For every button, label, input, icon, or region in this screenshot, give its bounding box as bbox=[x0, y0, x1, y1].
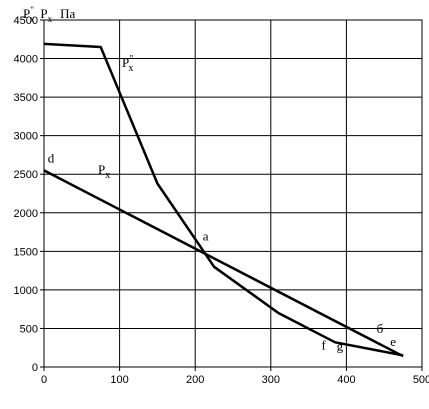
y-tick-label: 1000 bbox=[14, 285, 38, 297]
series-label-p-x: Px bbox=[98, 162, 110, 181]
series-line-1 bbox=[43, 42, 404, 357]
annotations: d a f g бe bbox=[48, 151, 396, 354]
series-lines bbox=[43, 42, 404, 358]
y-label-p-double-sub: x bbox=[30, 14, 35, 24]
x-tick-label: 300 bbox=[262, 374, 280, 386]
y-tick-label: 3000 bbox=[14, 131, 38, 143]
y-tick-label: 2000 bbox=[14, 208, 38, 220]
y-tick-label: 500 bbox=[20, 323, 38, 335]
series-label-p-base: P bbox=[98, 162, 105, 177]
point-label-d: d bbox=[48, 151, 55, 166]
plot-frame bbox=[43, 19, 423, 368]
point-label-a: a bbox=[203, 229, 209, 244]
y-tick-label: 2500 bbox=[14, 169, 38, 181]
x-tick-label: 200 bbox=[186, 374, 204, 386]
y-label-unit: Па bbox=[60, 6, 75, 21]
y-label-p-double: P bbox=[23, 6, 30, 21]
tick-labels: 0 100 200 300 400 500 0 500 1000 1500 2000 2500 3000… bbox=[14, 15, 429, 386]
point-label-б: б bbox=[377, 321, 384, 336]
y-tick-label: 0 bbox=[32, 362, 38, 374]
point-label-e: e bbox=[390, 334, 396, 349]
point-label-g: g bbox=[337, 338, 344, 353]
series-label-p-double-base: P bbox=[122, 55, 129, 70]
x-tick-label: 0 bbox=[41, 374, 47, 386]
x-tick-label: 400 bbox=[337, 374, 355, 386]
y-label-p: P bbox=[40, 6, 47, 21]
series-label-p-sub: x bbox=[105, 170, 110, 181]
y-tick-label: 3500 bbox=[14, 92, 38, 104]
y-tick-label: 4500 bbox=[14, 15, 38, 27]
y-tick-label: 4000 bbox=[14, 54, 38, 66]
y-label-p-double-sup: " bbox=[30, 5, 34, 15]
grid bbox=[43, 19, 423, 368]
y-label-p-sub: x bbox=[48, 14, 53, 24]
series-line-2 bbox=[43, 169, 404, 358]
x-tick-label: 100 bbox=[110, 374, 128, 386]
y-axis-label: P" x Px Па bbox=[23, 5, 76, 24]
x-tick-label: 500 bbox=[413, 374, 429, 386]
y-tick-label: 1500 bbox=[14, 246, 38, 258]
series-label-p-double-sup: " bbox=[129, 54, 133, 65]
point-label-f: f bbox=[321, 337, 326, 352]
series-label-p-double-x: P" x bbox=[122, 54, 133, 74]
series-label-p-double-sub: x bbox=[128, 63, 133, 74]
axes bbox=[40, 19, 423, 371]
